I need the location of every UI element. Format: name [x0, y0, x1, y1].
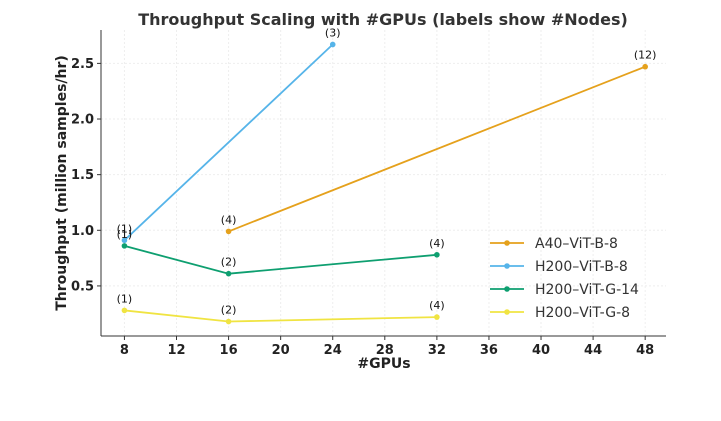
x-tick-label: 8: [120, 343, 129, 358]
y-tick-label: 1.5: [71, 168, 94, 183]
y-axis-label: Throughput (million samples/hr): [54, 55, 70, 311]
x-tick-label: 48: [636, 343, 654, 358]
x-tick-label: 24: [324, 343, 342, 358]
series-3: (1) (2) (4): [117, 292, 445, 325]
data-point: [434, 314, 440, 320]
point-label: (4): [221, 213, 237, 226]
data-point: [329, 41, 336, 48]
point-label: (1): [117, 228, 133, 241]
x-tick-label: 16: [220, 343, 238, 358]
data-point: [225, 318, 232, 325]
x-axis-label: #GPUs: [357, 356, 410, 372]
legend-swatch-marker: [504, 309, 510, 315]
x-tick-label: 44: [584, 343, 602, 358]
x-tick-label: 40: [532, 343, 550, 358]
data-point: [121, 237, 128, 244]
legend-item: A40–ViT-B-8: [490, 236, 618, 252]
series-line: [228, 65, 646, 233]
legend-item: H200–ViT-G-8: [490, 305, 630, 321]
legend-label: A40–ViT-B-8: [535, 236, 618, 252]
series-0: (4) (12): [221, 49, 657, 235]
data-point: [225, 228, 232, 235]
point-label: (12): [634, 49, 657, 62]
legend-swatch-marker: [504, 240, 510, 246]
y-tick-label: 2.0: [71, 113, 94, 128]
data-point: [434, 251, 440, 258]
data-point: [642, 63, 648, 70]
y-tick-label: 2.5: [71, 57, 94, 72]
point-label: (2): [221, 256, 237, 269]
x-tick-label: 20: [272, 343, 290, 358]
point-label: (1): [117, 222, 133, 235]
data-point: [121, 243, 128, 249]
legend-item: H200–ViT-G-14: [490, 282, 639, 298]
y-ticks: 0.5 1.0 1.5 2.0 2.5: [71, 57, 101, 294]
legend-swatch-marker: [504, 263, 510, 269]
x-tick-label: 32: [428, 343, 446, 358]
point-label: (1): [117, 292, 133, 305]
chart-title: Throughput Scaling with #GPUs (labels sh…: [138, 10, 628, 29]
series-1: (1) (3): [117, 26, 341, 244]
legend-label: H200–ViT-G-8: [535, 305, 630, 321]
point-label: (4): [429, 299, 445, 312]
point-label: (4): [429, 237, 445, 250]
legend-swatch-marker: [504, 286, 510, 292]
point-label: (2): [221, 304, 237, 317]
x-tick-label: 12: [167, 343, 185, 358]
point-label: (3): [325, 26, 341, 39]
series-2: (1) (2) (4): [117, 228, 445, 277]
series-line: [123, 43, 334, 241]
y-tick-label: 1.0: [71, 224, 94, 239]
legend-label: H200–ViT-G-14: [535, 282, 639, 298]
data-point: [225, 270, 232, 277]
x-tick-label: 36: [480, 343, 498, 358]
x-ticks: 8 12 16 20 24 28 32 36 40 44 48: [120, 336, 654, 358]
legend-label: H200–ViT-B-8: [535, 259, 628, 275]
legend: A40–ViT-B-8 H200–ViT-B-8 H200–ViT-G-14 H200…: [490, 236, 639, 321]
data-point: [121, 307, 128, 314]
legend-item: H200–ViT-B-8: [490, 259, 628, 275]
y-tick-label: 0.5: [71, 279, 94, 294]
series-layer: (4) (12) (1) (3) (1) (2) (4) (1) (2) (4): [117, 26, 657, 325]
grid: [101, 30, 666, 336]
x-tick-label: 28: [376, 343, 394, 358]
